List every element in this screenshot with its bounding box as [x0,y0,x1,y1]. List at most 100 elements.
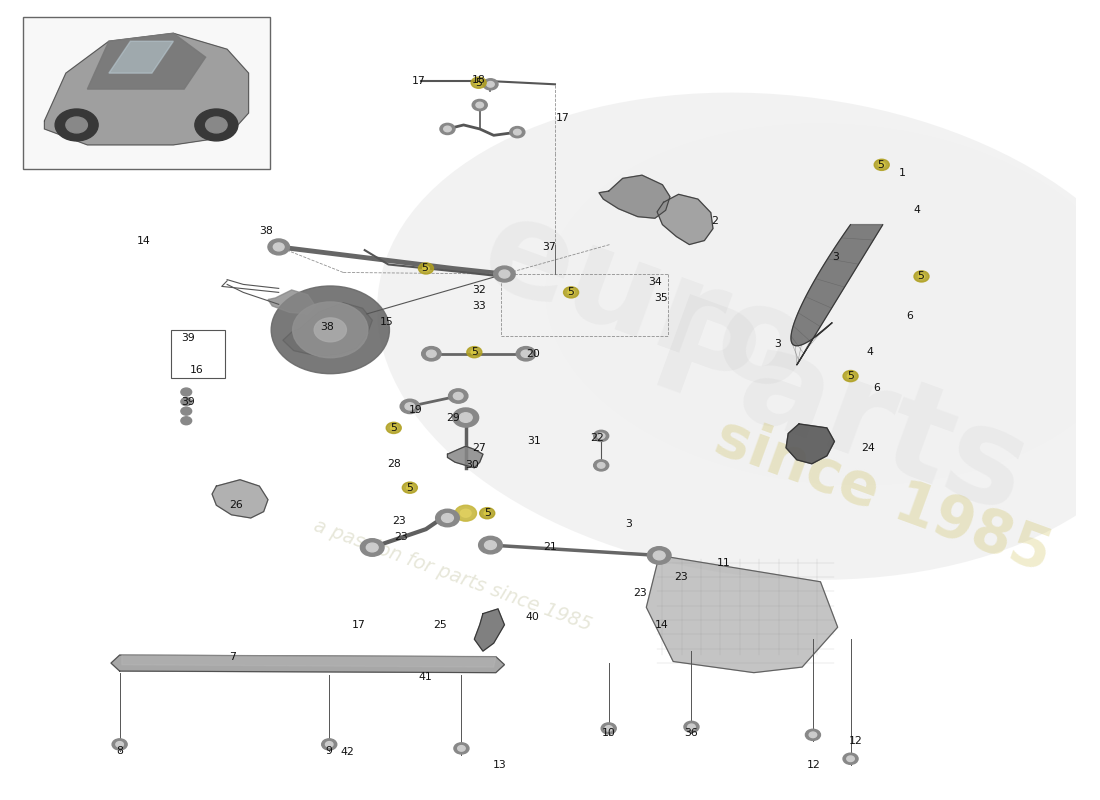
Circle shape [441,514,453,522]
Circle shape [805,730,821,741]
Text: 25: 25 [433,620,447,630]
Text: 14: 14 [654,620,668,630]
Circle shape [653,551,666,560]
Text: 6: 6 [906,311,913,322]
Text: 38: 38 [258,226,273,236]
Circle shape [605,726,613,731]
Text: 3: 3 [774,339,781,349]
Polygon shape [791,225,883,365]
Circle shape [436,510,460,526]
Circle shape [461,510,471,517]
Polygon shape [647,555,838,673]
Circle shape [55,109,98,141]
Circle shape [458,746,465,751]
Text: 36: 36 [684,728,699,738]
Circle shape [273,243,284,251]
Circle shape [326,742,333,747]
Text: 37: 37 [542,242,557,252]
Text: 2: 2 [712,216,718,226]
Text: since 1985: since 1985 [707,409,1058,583]
Polygon shape [122,655,496,667]
Circle shape [195,109,238,141]
Circle shape [455,506,476,521]
Circle shape [180,388,191,396]
Text: 21: 21 [542,542,557,553]
Circle shape [453,393,463,400]
Text: a passion for parts since 1985: a passion for parts since 1985 [311,516,594,634]
Text: 23: 23 [674,572,688,582]
Circle shape [648,546,671,564]
Polygon shape [268,290,316,314]
Text: 5: 5 [877,160,884,170]
Text: 14: 14 [136,235,150,246]
Text: 30: 30 [465,460,480,470]
Circle shape [454,743,469,754]
Text: 8: 8 [117,746,123,756]
Circle shape [485,541,496,550]
Text: 34: 34 [648,277,662,287]
Polygon shape [600,175,670,218]
Circle shape [684,722,699,733]
Circle shape [471,350,477,354]
Circle shape [597,433,605,438]
Text: 6: 6 [873,383,880,393]
Text: 28: 28 [387,458,400,469]
Text: 4: 4 [867,347,873,357]
Circle shape [460,413,472,422]
Circle shape [272,286,389,374]
Text: 23: 23 [393,516,406,526]
Text: 1: 1 [899,168,905,178]
Text: 10: 10 [602,728,616,738]
Text: 9: 9 [326,746,332,756]
Text: 11: 11 [717,558,730,569]
Circle shape [449,389,468,403]
Circle shape [475,80,482,85]
Text: 3: 3 [832,251,839,262]
Circle shape [594,460,608,471]
Text: 3: 3 [626,518,632,529]
Text: 13: 13 [493,760,507,770]
Circle shape [180,417,191,425]
Polygon shape [474,609,505,651]
Circle shape [484,511,491,515]
Circle shape [405,402,415,410]
Text: 20: 20 [527,349,540,358]
Circle shape [390,426,397,430]
Polygon shape [44,34,249,145]
Circle shape [293,302,367,358]
Text: 5: 5 [568,287,574,298]
Text: 41: 41 [418,673,432,682]
Circle shape [400,399,419,414]
Circle shape [180,407,191,415]
Circle shape [66,117,87,133]
Circle shape [521,350,531,358]
Text: 5: 5 [390,423,397,433]
Circle shape [874,159,889,170]
Text: 26: 26 [229,500,243,510]
Polygon shape [87,34,206,89]
Circle shape [483,78,498,90]
Text: 5: 5 [484,508,491,518]
Circle shape [476,102,484,108]
Circle shape [453,408,478,427]
Circle shape [180,398,191,406]
Text: 5: 5 [475,78,482,88]
Circle shape [810,732,816,738]
Circle shape [480,508,495,518]
Circle shape [112,739,128,750]
Text: 23: 23 [632,588,647,598]
Circle shape [472,99,487,110]
Text: 17: 17 [351,620,365,630]
Polygon shape [111,655,505,673]
Text: 5: 5 [847,371,854,381]
Text: 32: 32 [472,285,485,295]
Text: 39: 39 [182,397,196,406]
Text: 29: 29 [446,413,460,422]
Text: 5: 5 [917,271,924,282]
Circle shape [268,239,289,255]
Circle shape [914,271,929,282]
Circle shape [514,130,521,135]
Circle shape [361,538,384,556]
Text: 35: 35 [654,293,668,303]
Polygon shape [212,480,268,518]
